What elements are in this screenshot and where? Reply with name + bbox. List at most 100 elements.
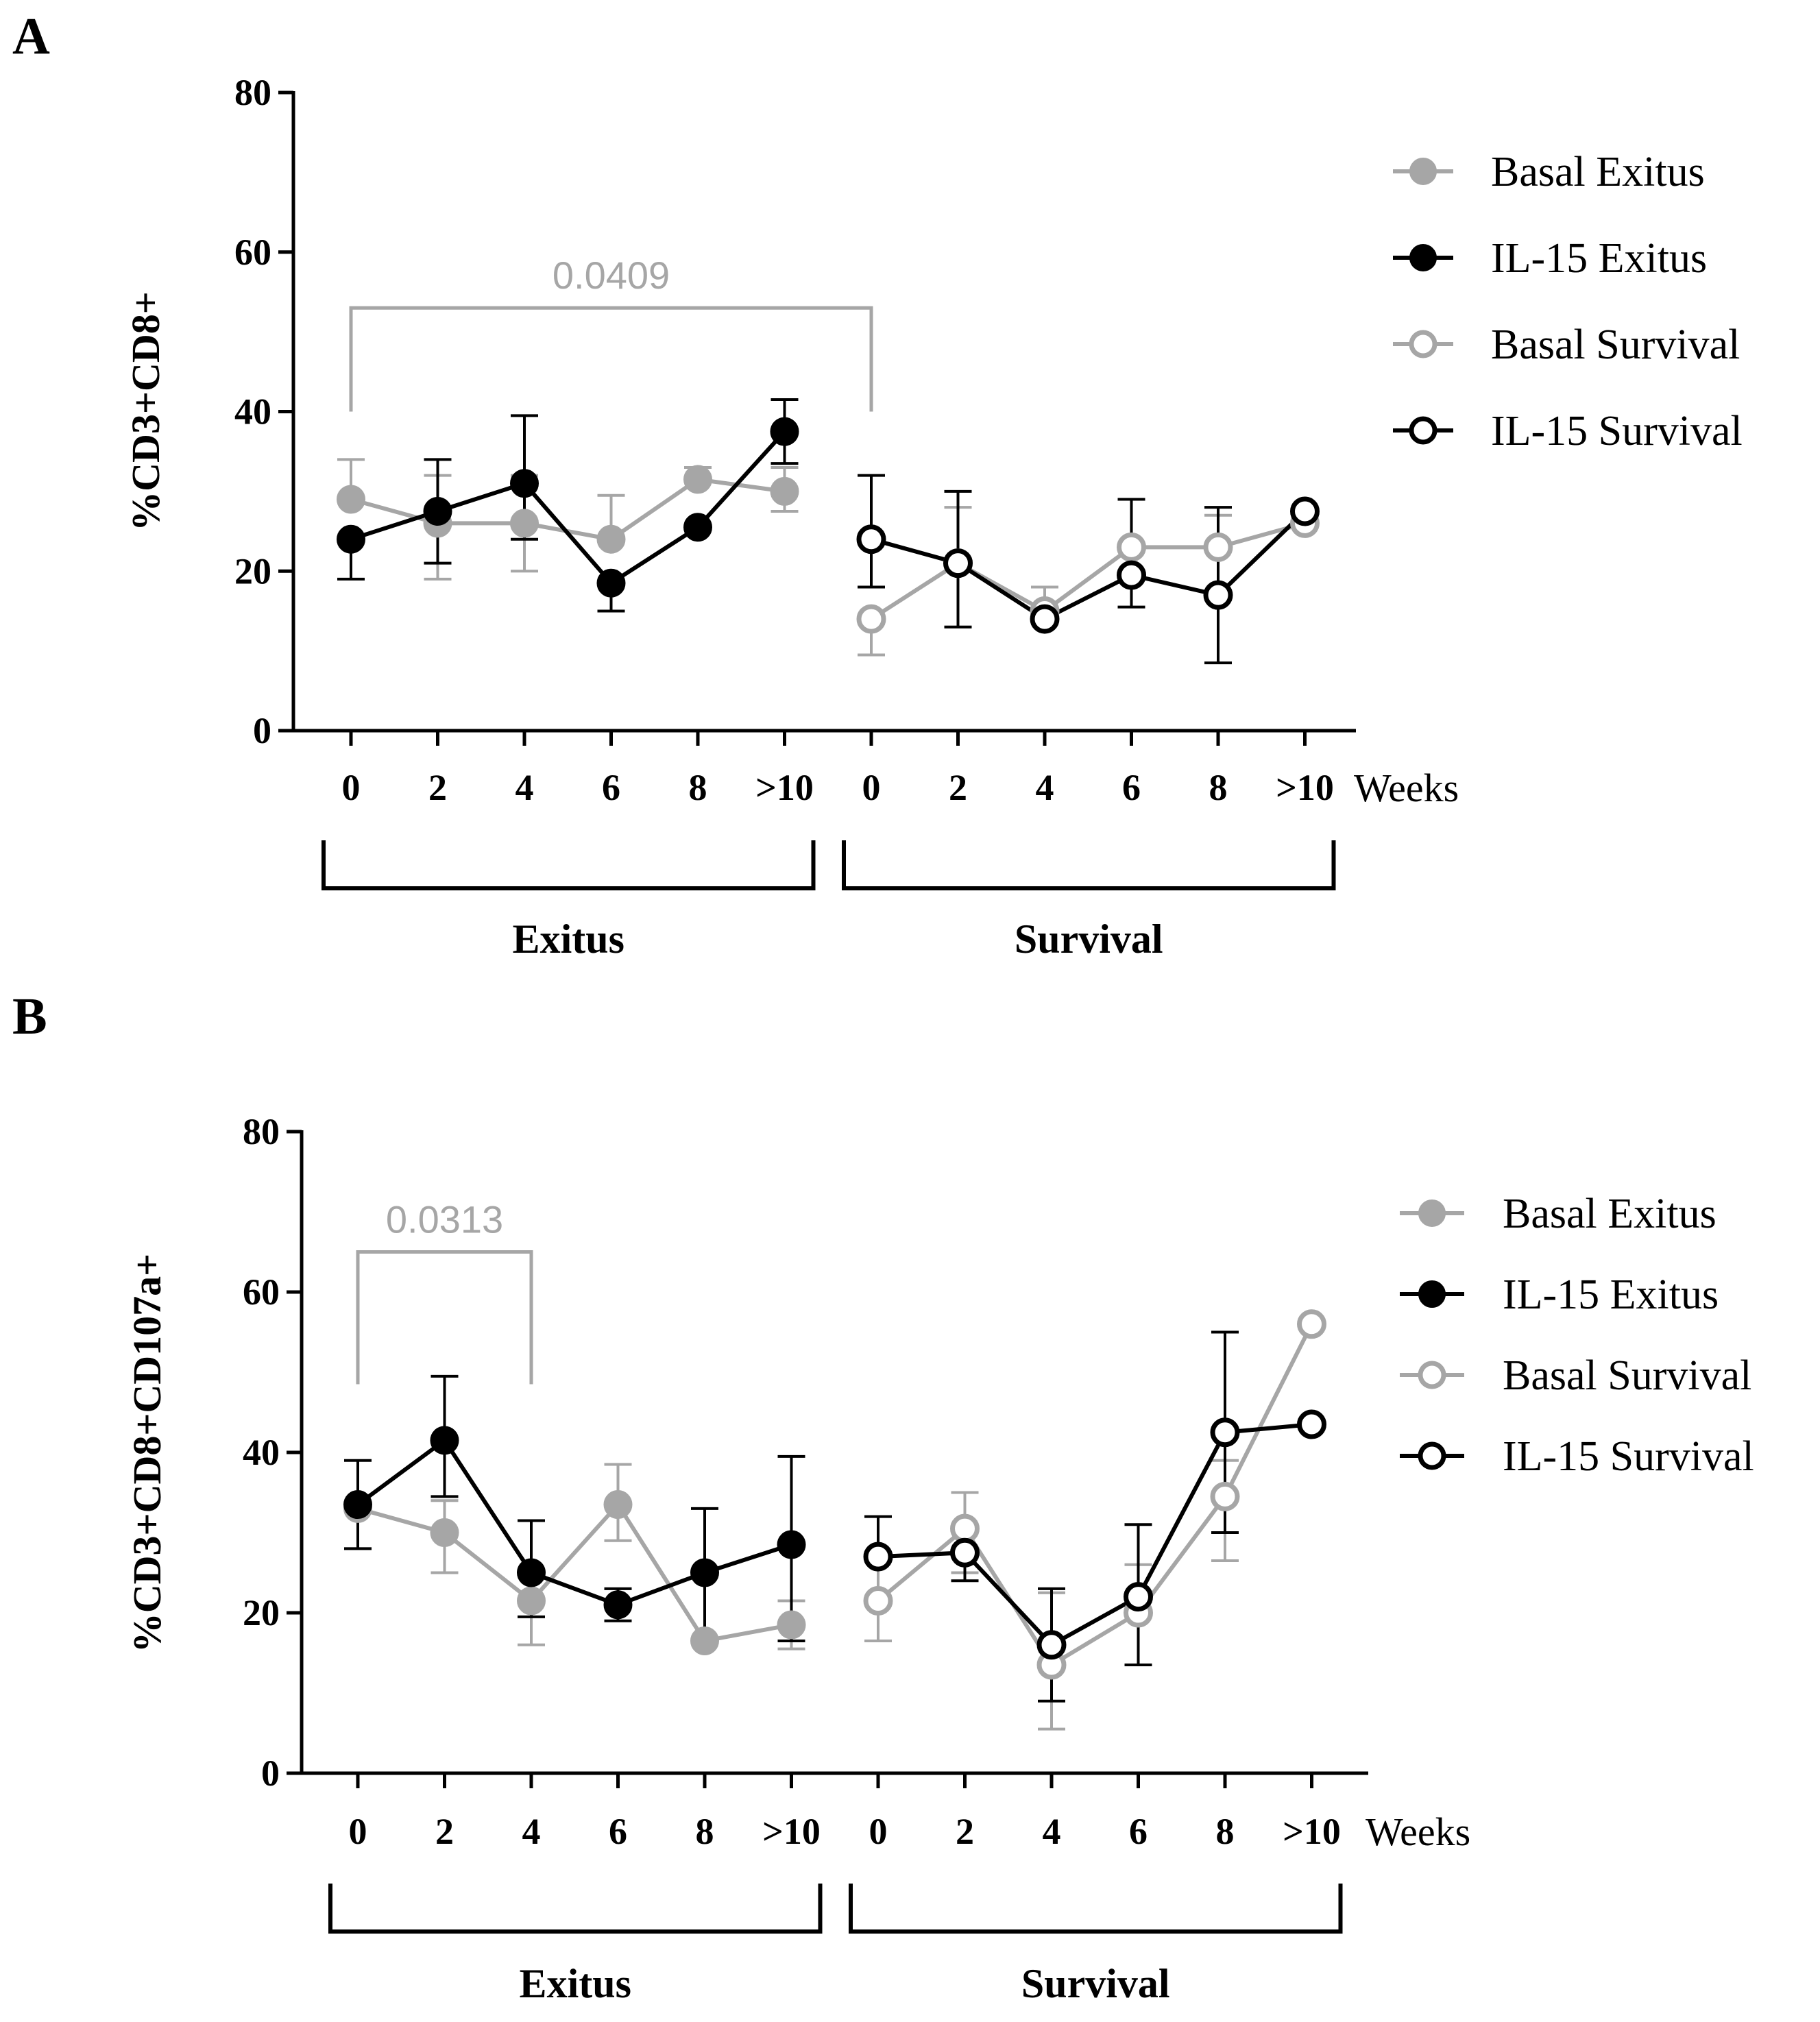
chart-b-data-point: [517, 1558, 546, 1587]
chart-b-x-tick-label: 0: [349, 1811, 367, 1852]
chart-a-y-tick-label: 20: [234, 550, 271, 592]
chart-b-data-point: [863, 1585, 893, 1616]
panel-label-a: A: [12, 8, 50, 65]
chart-a-x-tick-label: 8: [689, 767, 707, 808]
chart-a-y-axis-label: %CD3+CD8+: [123, 291, 168, 531]
chart-b-x-tick-label: 2: [956, 1811, 974, 1852]
chart-b-data-point: [1036, 1630, 1067, 1660]
chart-a-data-point: [683, 513, 712, 542]
chart-b-significance-label: 0.0313: [386, 1198, 503, 1241]
chart-a-data-point: [770, 476, 799, 506]
chart-b-x-tick-label: 0: [869, 1811, 888, 1852]
chart-b-data-point: [690, 1626, 719, 1655]
chart-a-significance-bracket: [349, 306, 873, 412]
chart-b-group-label: Survival: [1021, 1961, 1170, 2006]
chart-a-y-tick-label: 0: [253, 710, 271, 751]
chart-b-data-point: [430, 1518, 459, 1547]
chart-a-x-tick-label: 0: [342, 767, 361, 808]
chart-a-series-line: [350, 430, 786, 585]
chart-a-legend-label: Basal Exitus: [1491, 149, 1705, 195]
chart-b-x-tick-label: 6: [609, 1811, 627, 1852]
chart-b-legend-label: Basal Survival: [1503, 1352, 1751, 1399]
chart-a-data-point: [1290, 496, 1320, 526]
chart-b-legend-marker: [1418, 1199, 1446, 1227]
chart-b-significance-bracket: [356, 1250, 533, 1385]
chart-b-data-point: [430, 1426, 459, 1455]
chart-a-group-bracket: [842, 840, 1336, 890]
chart-b-data-point: [1297, 1409, 1326, 1439]
chart-b-y-tick-label: 60: [243, 1271, 280, 1313]
chart-a-x-tick-label: 8: [1209, 767, 1228, 808]
chart-b-y-tick-label: 80: [243, 1111, 280, 1152]
chart-a-x-tick-label: 6: [602, 767, 620, 808]
chart-a-group-label: Exitus: [513, 916, 624, 962]
chart-b-data-point: [1210, 1481, 1240, 1511]
chart-b-legend-marker: [1418, 1361, 1446, 1389]
chart-a-data-point: [943, 548, 973, 578]
chart-b-x-tick-label: 6: [1129, 1811, 1148, 1852]
chart-b-x-tick-label: >10: [762, 1811, 821, 1852]
chart-a-legend-marker: [1409, 158, 1437, 185]
chart-a-group-bracket: [321, 840, 816, 890]
chart-a-data-point: [856, 524, 886, 555]
chart-a-significance-label: 0.0409: [553, 254, 670, 297]
chart-b-series-line: [357, 1502, 792, 1643]
chart-a-data-point: [1117, 532, 1146, 562]
chart-a-x-tick-label: 2: [428, 767, 447, 808]
chart-b-legend-label: Basal Exitus: [1503, 1191, 1716, 1237]
chart-a-y-tick-label: 40: [234, 391, 271, 433]
chart-b-x-tick-label: 4: [1043, 1811, 1061, 1852]
chart-b-data-point: [517, 1586, 546, 1616]
chart-a-data-point: [337, 524, 365, 554]
chart-a-x-axis-label: Weeks: [1354, 766, 1459, 810]
chart-b-y-tick-label: 0: [261, 1753, 280, 1794]
chart-b-x-tick-label: >10: [1283, 1811, 1341, 1852]
chart-a-x-tick-label: 2: [949, 767, 967, 808]
chart-a-group-label: Survival: [1015, 916, 1163, 962]
chart-b-series-line: [877, 1323, 1314, 1668]
chart-b-legend-marker: [1418, 1280, 1446, 1308]
chart-b-legend-marker: [1418, 1441, 1446, 1470]
chart-a-data-point: [1203, 532, 1233, 562]
chart-a-y-tick-label: 80: [234, 72, 271, 113]
panel-label-b: B: [12, 988, 47, 1045]
chart-b-group-bracket: [328, 1884, 823, 1934]
chart-b-y-tick-label: 20: [243, 1592, 280, 1633]
chart-a-legend-marker: [1409, 244, 1437, 271]
chart-b-data-point: [777, 1530, 806, 1559]
chart-a-x-tick-label: 6: [1122, 767, 1141, 808]
chart-b-data-point: [777, 1610, 806, 1640]
chart-a-legend-label: Basal Survival: [1491, 321, 1740, 368]
chart-b-x-tick-label: 4: [522, 1811, 541, 1852]
chart-b-y-tick-label: 40: [243, 1432, 280, 1473]
chart-b-data-point: [950, 1513, 980, 1544]
chart-b-series-line: [356, 1438, 792, 1607]
chart-a-series-line: [871, 509, 1307, 622]
chart-a-data-point: [770, 417, 799, 446]
chart-b-group-bracket: [849, 1884, 1343, 1934]
chart-b-data-point: [1124, 1582, 1153, 1612]
chart-a-x-tick-label: 4: [1036, 767, 1054, 808]
chart-b-group-label: Exitus: [520, 1961, 631, 2006]
chart-a-legend-label: IL-15 Survival: [1491, 408, 1743, 454]
chart-a-data-point: [1030, 604, 1060, 634]
chart-b-data-point: [1297, 1309, 1326, 1339]
chart-b-data-point: [950, 1537, 980, 1568]
chart-a-data-point: [510, 469, 539, 498]
chart-a-legend-marker: [1409, 330, 1437, 358]
chart-b-data-point: [343, 1490, 372, 1520]
chart-a-data-point: [423, 496, 452, 526]
chart-a-x-tick-label: 4: [515, 767, 534, 808]
chart-a-data-point: [1203, 580, 1233, 610]
chart-a-x-tick-label: 0: [862, 767, 881, 808]
chart-a-data-point: [596, 524, 626, 554]
chart-b-data-point: [690, 1558, 719, 1587]
chart-b-y-axis-label: %CD3+CD8+CD107a+: [125, 1254, 169, 1653]
chart-b-x-axis-label: Weeks: [1366, 1810, 1470, 1854]
chart-b-x-tick-label: 2: [435, 1811, 454, 1852]
chart-a-y-tick-label: 60: [234, 232, 271, 273]
chart-a: 0 20 40 60 80 %CD3+CD8+ 0 2 4 6 8 >10 0 2 4 6 8 >10 Weeks E…: [123, 72, 1743, 962]
chart-a-legend-label: IL-15 Exitus: [1491, 235, 1707, 282]
chart-b-data-point: [603, 1590, 633, 1620]
